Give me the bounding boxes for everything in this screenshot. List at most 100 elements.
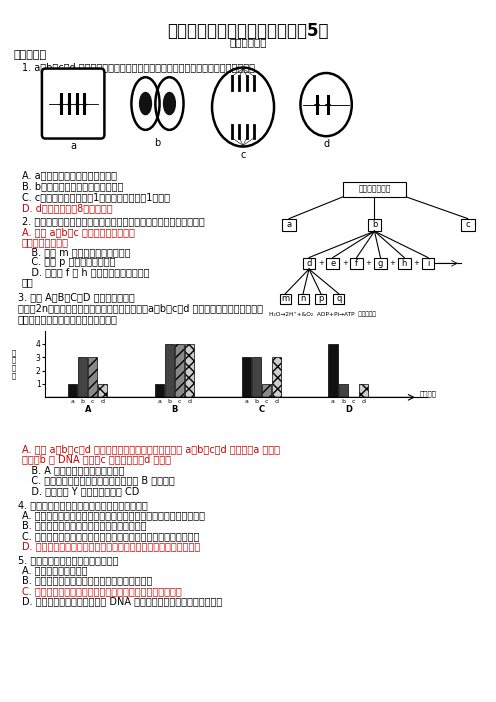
Bar <box>98 384 107 397</box>
Text: 基体: 基体 <box>22 277 34 287</box>
Text: g: g <box>378 259 383 268</box>
Text: D. 可能不含 Y 染色体的细胞是 CD: D. 可能不含 Y 染色体的细胞是 CD <box>22 486 139 496</box>
FancyBboxPatch shape <box>280 293 291 304</box>
Text: e: e <box>330 259 335 268</box>
Text: C. c图细胞分裂后将产生1个次级卵母细胞和1个极体: C. c图细胞分裂后将产生1个次级卵母细胞和1个极体 <box>22 192 170 202</box>
Text: 2. 右图为关于细胞的生物膜系统的概念图，下列相关叙述不正确的是: 2. 右图为关于细胞的生物膜系统的概念图，下列相关叙述不正确的是 <box>22 216 205 226</box>
Text: b: b <box>341 399 345 404</box>
Text: p: p <box>318 294 323 303</box>
Text: c: c <box>178 399 181 404</box>
FancyBboxPatch shape <box>368 219 381 231</box>
Text: C. 图中 p 是指线粒体的内膜: C. 图中 p 是指线粒体的内膜 <box>22 257 116 267</box>
Text: b: b <box>372 220 377 230</box>
Bar <box>78 357 87 397</box>
FancyBboxPatch shape <box>282 219 296 231</box>
Text: 5. 下列实验中没有设置对照实验的是: 5. 下列实验中没有设置对照实验的是 <box>18 555 119 565</box>
Bar <box>262 384 271 397</box>
Text: +: + <box>389 260 395 266</box>
Text: D. d图细胞中含有8条染色单体: D. d图细胞中含有8条染色单体 <box>22 203 113 213</box>
Bar <box>155 384 164 397</box>
Bar <box>359 384 368 397</box>
Bar <box>88 357 97 397</box>
Text: d: d <box>323 140 329 150</box>
Text: D. 图中的 f 和 h 分别是指内质网和高尔: D. 图中的 f 和 h 分别是指内质网和高尔 <box>22 267 149 277</box>
Text: a: a <box>157 399 161 404</box>
Text: c: c <box>241 150 246 160</box>
Text: B. 鲁宾和卡门利用光合作用释放的氧全部来自水: B. 鲁宾和卡门利用光合作用释放的氧全部来自水 <box>22 576 152 585</box>
Text: B: B <box>172 404 178 413</box>
Text: A. 质壁分离与复原实验: A. 质壁分离与复原实验 <box>22 565 87 575</box>
Text: B. 图中 m 是指叶绿体的类囊体膜: B. 图中 m 是指叶绿体的类囊体膜 <box>22 247 130 257</box>
FancyBboxPatch shape <box>350 258 363 269</box>
Text: a: a <box>70 399 74 404</box>
Text: 1. a、b、c、d 分别是一些生物细胞某个分裂时期的示意图，下列有关描述正确的是: 1. a、b、c、d 分别是一些生物细胞某个分裂时期的示意图，下列有关描述正确的… <box>22 62 255 72</box>
Bar <box>185 344 194 397</box>
Bar <box>252 357 261 397</box>
Bar <box>242 357 250 397</box>
Text: d: d <box>274 399 278 404</box>
FancyBboxPatch shape <box>298 293 309 304</box>
Text: 细胞时期: 细胞时期 <box>420 391 436 397</box>
Text: D. 艾弗里实验证明了型菌中的 DNA 是遗传物质而蛋白质不是遗传物质: D. 艾弗里实验证明了型菌中的 DNA 是遗传物质而蛋白质不是遗传物质 <box>22 597 222 607</box>
FancyBboxPatch shape <box>398 258 411 269</box>
Text: b: b <box>81 399 85 404</box>
Text: B. 可以用桃花的雄蕊或蚕豆的雄蕊做实验材料: B. 可以用桃花的雄蕊或蚕豆的雄蕊做实验材料 <box>22 520 146 531</box>
FancyBboxPatch shape <box>422 258 434 269</box>
Text: h: h <box>402 259 407 268</box>
Text: a: a <box>331 399 335 404</box>
Text: d: d <box>307 259 311 268</box>
Text: C. 基因的自由组合规律主要是在图中的 B 细胞完成: C. 基因的自由组合规律主要是在图中的 B 细胞完成 <box>22 475 175 486</box>
Text: 动物（2n）在有性生殖过程中不同时期的细胞，a、b、c、d 表示某四种结构或物质在不: 动物（2n）在有性生殖过程中不同时期的细胞，a、b、c、d 表示某四种结构或物质… <box>18 303 263 313</box>
FancyBboxPatch shape <box>461 219 475 231</box>
Text: a: a <box>287 220 292 230</box>
FancyBboxPatch shape <box>303 258 315 269</box>
Text: A. a图表示植物细胞有丝分裂中期: A. a图表示植物细胞有丝分裂中期 <box>22 170 117 180</box>
Text: 省海中高二生物期末复习讲义（5）: 省海中高二生物期末复习讲义（5） <box>167 22 329 40</box>
Text: c: c <box>91 399 94 404</box>
Text: n: n <box>301 294 306 303</box>
Bar <box>272 357 281 397</box>
Text: A: A <box>85 404 91 413</box>
Text: B. b图表示人红细胞分裂的某个阶段: B. b图表示人红细胞分裂的某个阶段 <box>22 181 124 191</box>
Text: +: + <box>342 260 348 266</box>
FancyBboxPatch shape <box>333 293 344 304</box>
Text: +: + <box>366 260 372 266</box>
Text: 3. 下图 A、B、C、D 表示某雄性哺乳: 3. 下图 A、B、C、D 表示某雄性哺乳 <box>18 292 135 302</box>
Text: a: a <box>70 140 76 151</box>
Text: d: d <box>101 399 105 404</box>
Text: +: + <box>413 260 419 266</box>
Bar <box>339 384 348 397</box>
Text: D: D <box>345 404 352 413</box>
Text: A. 图中 a、b、c 分别是指细胞膜、具: A. 图中 a、b、c 分别是指细胞膜、具 <box>22 227 135 237</box>
Text: a: a <box>244 399 248 404</box>
Text: C: C <box>258 404 265 413</box>
Text: +: + <box>318 260 324 266</box>
Text: 4. 关于观察细胞的减数分裂实验的说法正确的是: 4. 关于观察细胞的减数分裂实验的说法正确的是 <box>18 500 148 510</box>
Text: d: d <box>187 399 191 404</box>
FancyBboxPatch shape <box>374 258 387 269</box>
Text: i: i <box>427 259 429 268</box>
FancyBboxPatch shape <box>42 69 104 138</box>
Text: C. 萨顿基于实验观察的基础上提出基因位于染色体上的假说: C. 萨顿基于实验观察的基础上提出基因位于染色体上的假说 <box>22 586 182 596</box>
Bar <box>175 344 184 397</box>
Text: B. A 可能表示的细胞是精原细胞: B. A 可能表示的细胞是精原细胞 <box>22 465 124 475</box>
Text: D. 用蝗虫的精巢做实验，镜野中可以看到处于有丝分裂时期的细胞: D. 用蝗虫的精巢做实验，镜野中可以看到处于有丝分裂时期的细胞 <box>22 541 200 552</box>
Bar <box>165 344 174 397</box>
Text: 相
对
数
量: 相 对 数 量 <box>11 350 15 378</box>
Text: 一、单选题: 一、单选题 <box>14 50 47 60</box>
Text: b: b <box>254 399 258 404</box>
Text: 细胞生物膜系统: 细胞生物膜系统 <box>358 185 391 194</box>
Text: 同时期的数量变化，下列说法错误的是: 同时期的数量变化，下列说法错误的是 <box>18 314 118 324</box>
Text: c: c <box>465 220 470 230</box>
Text: d: d <box>361 399 365 404</box>
Circle shape <box>139 93 151 114</box>
Text: A. 根据 a、b、c、d 在不同时期的数量变化规律，判断 a、b、c、d 分别是：a 为细胞: A. 根据 a、b、c、d 在不同时期的数量变化规律，判断 a、b、c、d 分别… <box>22 444 280 454</box>
FancyBboxPatch shape <box>326 258 339 269</box>
Text: c: c <box>264 399 268 404</box>
Text: q: q <box>336 294 341 303</box>
Text: H₂O→2H⁺+&O₂  ADP+Pi→ATP  合成性激素: H₂O→2H⁺+&O₂ ADP+Pi→ATP 合成性激素 <box>269 311 376 317</box>
Bar <box>68 384 77 397</box>
FancyBboxPatch shape <box>315 293 326 304</box>
Text: f: f <box>355 259 358 268</box>
Text: m: m <box>281 294 289 303</box>
